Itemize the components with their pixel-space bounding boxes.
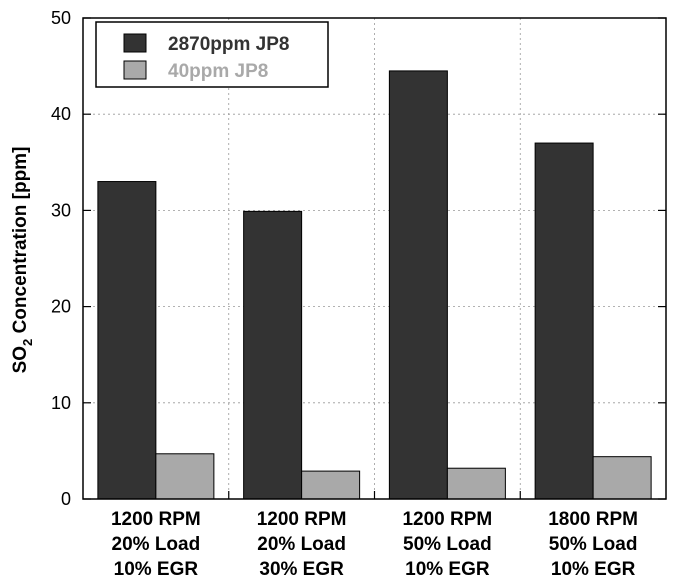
bar-40ppm-cat3	[446, 467, 506, 500]
x-category-label-line: 20% Load	[112, 534, 201, 555]
legend-swatch-2870ppm	[123, 33, 147, 53]
legend-label-40ppm: 40ppm JP8	[168, 61, 268, 82]
y-axis-label-rest: Concentration [ppm]	[10, 147, 31, 339]
legend: 2870ppm JP8 40ppm JP8	[95, 21, 329, 88]
bars	[97, 70, 652, 500]
x-category-label-line: 30% EGR	[259, 559, 344, 580]
y-tick-label: 30	[51, 200, 71, 220]
bar-2870ppm-cat1	[97, 181, 157, 500]
x-category-label-line: 50% Load	[403, 534, 492, 555]
y-axis-label-subscript: 2	[20, 339, 35, 346]
x-category-label-line: 1800 RPM	[548, 509, 638, 530]
y-axis-label: SO2 Concentration [ppm]	[10, 147, 35, 374]
x-category-label-line: 10% EGR	[114, 559, 199, 580]
x-category-label-line: 1200 RPM	[111, 509, 201, 530]
bar-40ppm-cat2	[301, 470, 361, 500]
bar-2870ppm-cat3	[388, 70, 448, 500]
legend-label-2870ppm: 2870ppm JP8	[168, 34, 289, 55]
y-axis-label-main: SO	[10, 346, 31, 373]
y-tick-label: 0	[61, 489, 71, 509]
legend-swatch-40ppm	[123, 60, 147, 80]
x-category-label: 1800 RPM 50% Load 10% EGR	[548, 509, 638, 580]
y-tick-label: 20	[51, 297, 71, 317]
y-tick-label: 50	[51, 8, 71, 28]
x-axis-categories: 1200 RPM 20% Load 10% EGR 1200 RPM 20% Load 3…	[111, 509, 638, 580]
x-category-label: 1200 RPM 20% Load 30% EGR	[257, 509, 347, 580]
x-category-label-line: 50% Load	[549, 534, 638, 555]
y-axis-ticks: 0 10 20 30 40 50	[51, 8, 666, 509]
bar-40ppm-cat1	[155, 453, 215, 500]
bar-2870ppm-cat4	[534, 142, 594, 500]
y-tick-label: 10	[51, 393, 71, 413]
bar-2870ppm-cat2	[243, 210, 303, 500]
x-category-label: 1200 RPM 50% Load 10% EGR	[402, 509, 492, 580]
x-category-label-line: 1200 RPM	[402, 509, 492, 530]
x-category-label-line: 10% EGR	[551, 559, 636, 580]
x-category-label-line: 10% EGR	[405, 559, 490, 580]
bar-40ppm-cat4	[592, 456, 652, 500]
x-category-label-line: 1200 RPM	[257, 509, 347, 530]
x-category-label-line: 20% Load	[257, 534, 346, 555]
x-category-label: 1200 RPM 20% Load 10% EGR	[111, 509, 201, 580]
y-tick-label: 40	[51, 104, 71, 124]
